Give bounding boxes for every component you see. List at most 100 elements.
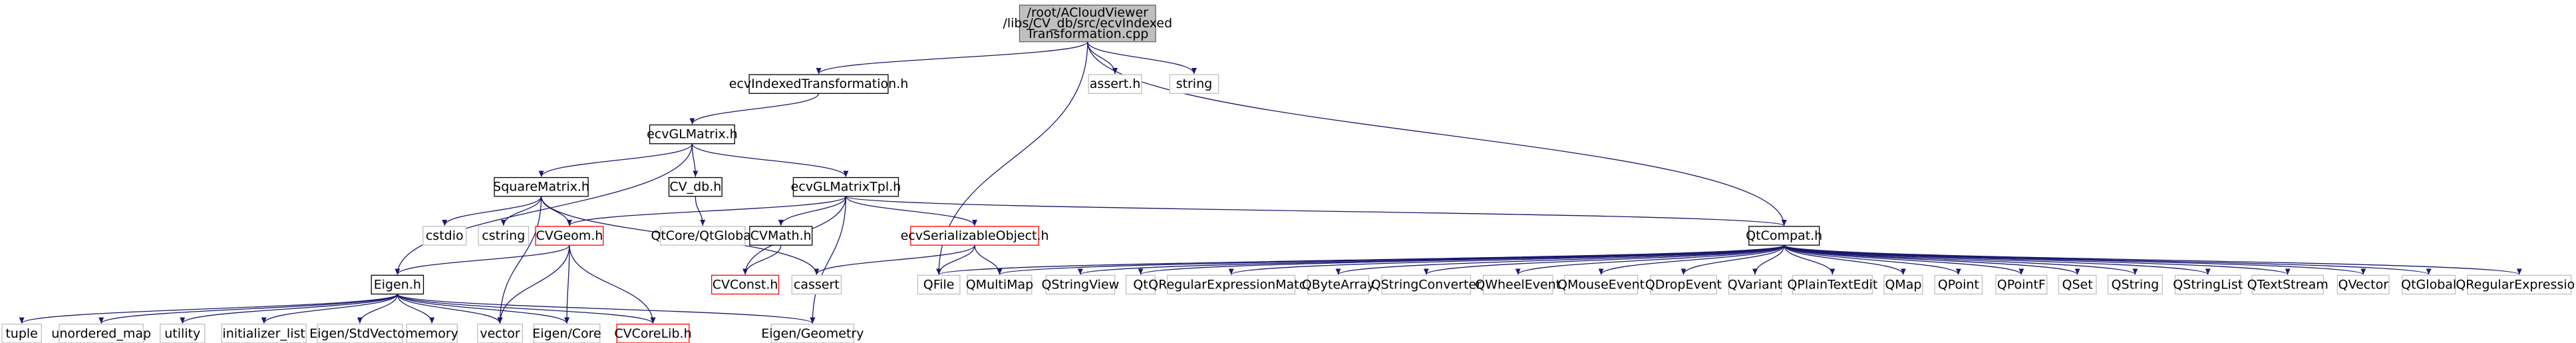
node-CVCoreLib_h[interactable]: CVCoreLib.h (614, 324, 692, 343)
node-box (917, 274, 961, 295)
node-box (1995, 274, 2048, 295)
node-label: QMouseEvent (1557, 277, 1645, 292)
node-SquareMatrix_h[interactable]: SquareMatrix.h (493, 176, 589, 197)
node-QRegularExpressionMatch[interactable]: QRegularExpressionMatch (1148, 274, 1314, 295)
node-QString[interactable]: QString (2107, 274, 2163, 295)
node-QVariant[interactable]: QVariant (1728, 274, 1782, 295)
node-CVConst_h[interactable]: CVConst.h (711, 274, 780, 295)
node-CV_db_h[interactable]: CV_db.h (668, 176, 723, 197)
edge-Eigen_h-to-utility (180, 294, 399, 324)
node-label: CV_db.h (669, 180, 721, 194)
edge-ecvGLMatrix_h-to-Eigen_h (395, 143, 693, 275)
node-label: QtGlobal (2401, 277, 2456, 292)
node-Eigen_Geometry[interactable]: Eigen/Geometry (761, 324, 864, 343)
node-QRegularExpression[interactable]: QRegularExpression (2456, 274, 2576, 295)
node-box (1728, 274, 1782, 295)
node-box (711, 274, 780, 295)
edge-QtCompat_h-to-QTextStream (1784, 244, 2291, 275)
node-label: QVector (2338, 277, 2389, 292)
node-box (1167, 274, 1296, 295)
node-box (1934, 274, 1983, 295)
node-assert_h[interactable]: assert.h (1088, 74, 1142, 94)
node-QDropEvent[interactable]: QDropEvent (1645, 274, 1722, 295)
node-utility[interactable]: utility (160, 324, 206, 343)
edge-ecvGLMatrix_h-to-ecvGLMatrixTpl_h (691, 143, 849, 177)
node-QtCore_QtGlobal[interactable]: QtCore/QtGlobal (651, 226, 754, 246)
node-string[interactable]: string (1169, 74, 1219, 94)
node-box (749, 226, 813, 246)
edge-ecvSerializableObject_h-to-QMultiMap (974, 245, 1003, 275)
node-ecvGLMatrix_h[interactable]: ecvGLMatrix.h (647, 124, 738, 145)
node-box (478, 226, 530, 246)
node-QByteArray[interactable]: QByteArray (1302, 274, 1375, 295)
edge-CVGeom_h-to-Eigen_h (395, 244, 570, 275)
edge-QtCompat_h-to-QtGlobal (1784, 244, 2432, 275)
edge-QtCompat_h-to-Qt (1138, 244, 1785, 275)
node-QVector[interactable]: QVector (2336, 274, 2390, 295)
node-label: ecvGLMatrix.h (647, 127, 738, 142)
node-QMouseEvent[interactable]: QMouseEvent (1557, 274, 1645, 295)
node-box (1307, 274, 1369, 295)
node-QStringView[interactable]: QStringView (1041, 274, 1119, 295)
node-QMap[interactable]: QMap (1883, 274, 1923, 295)
node-Eigen_Core[interactable]: Eigen/Core (532, 324, 601, 343)
node-box (2174, 274, 2241, 295)
node-label: QSet (2062, 277, 2093, 292)
node-QPointF[interactable]: QPointF (1995, 274, 2048, 295)
node-QFile[interactable]: QFile (917, 274, 961, 295)
node-box (2402, 274, 2456, 295)
node-vector[interactable]: vector (476, 324, 524, 343)
node-tuple[interactable]: tuple (1, 324, 42, 343)
node-label: QtCore/QtGlobal (651, 228, 754, 243)
node-memory[interactable]: memory (406, 324, 458, 343)
node-QStringList[interactable]: QStringList (2173, 274, 2243, 295)
node-label: CVGeom.h (536, 228, 603, 243)
edge-ecvSerializableObject_h-to-cassert (814, 244, 975, 275)
edge-SquareMatrix_h-to-cstdio (442, 196, 542, 226)
node-box (1563, 274, 1639, 295)
node-initializer_list[interactable]: initializer_list (221, 324, 307, 343)
edge-ecvGLMatrixTpl_h-to-CVGeom_h (567, 196, 847, 226)
node-box (1045, 274, 1116, 295)
node-QMultiMap[interactable]: QMultiMap (966, 274, 1034, 295)
node-label: Eigen/StdVector (309, 326, 410, 341)
node-label: CVCoreLib.h (614, 326, 691, 341)
node-unordered_map[interactable]: unordered_map (51, 324, 151, 343)
node-QTextStream[interactable]: QTextStream (2247, 274, 2329, 295)
node-ecvGLMatrixTpl_h[interactable]: ecvGLMatrixTpl.h (791, 176, 901, 197)
node-cassert[interactable]: cassert (791, 274, 842, 295)
node-box (59, 324, 144, 343)
node-Eigen_StdVector[interactable]: Eigen/StdVector (309, 324, 410, 343)
edge-Eigen_h-to-unordered_map (98, 293, 399, 324)
node-box (1088, 74, 1142, 94)
nodes-layer: /root/ACloudViewer/libs/CV_db/src/ecvInd… (1, 4, 2576, 343)
node-label: QVariant (1728, 277, 1782, 292)
node-box (1482, 274, 1553, 295)
node-QPoint[interactable]: QPoint (1934, 274, 1983, 295)
node-Eigen_h[interactable]: Eigen.h (371, 274, 424, 295)
node-root[interactable]: /root/ACloudViewer/libs/CV_db/src/ecvInd… (1003, 4, 1172, 43)
node-label: QPlainTextEdit (1787, 277, 1877, 292)
node-CVGeom_h[interactable]: CVGeom.h (535, 226, 604, 246)
node-QWheelEvent[interactable]: QWheelEvent (1475, 274, 1561, 295)
node-box (1019, 4, 1156, 43)
node-label: QDropEvent (1645, 277, 1722, 292)
node-cstring[interactable]: cstring (478, 226, 530, 246)
node-QtGlobal[interactable]: QtGlobal (2401, 274, 2456, 295)
node-CVMath_h[interactable]: CVMath.h (749, 226, 813, 246)
edge-Eigen_h-to-Eigen_Core (397, 294, 569, 324)
node-label: ecvSerializableObject.h (901, 228, 1049, 243)
edge-QtCompat_h-to-QByteArray (1335, 244, 1785, 275)
node-QtCompat_h[interactable]: QtCompat.h (1746, 226, 1822, 246)
node-cstdio[interactable]: cstdio (422, 226, 467, 246)
node-QSet[interactable]: QSet (2058, 274, 2097, 295)
node-box (317, 324, 403, 343)
edge-QtCompat_h-to-QStringView (1078, 244, 1785, 275)
node-label: /libs/CV_db/src/ecvIndexed (1003, 16, 1172, 31)
node-QPlainTextEdit[interactable]: QPlainTextEdit (1787, 274, 1877, 295)
node-ecvIndexedTransformation_h[interactable]: ecvIndexedTransformation.h (729, 74, 908, 94)
node-QStringConverter[interactable]: QStringConverter (1371, 274, 1482, 295)
node-ecvSerializableObject_h[interactable]: ecvSerializableObject.h (901, 226, 1049, 246)
node-Qt[interactable]: Qt (1125, 274, 1156, 295)
node-label: tuple (5, 326, 38, 341)
